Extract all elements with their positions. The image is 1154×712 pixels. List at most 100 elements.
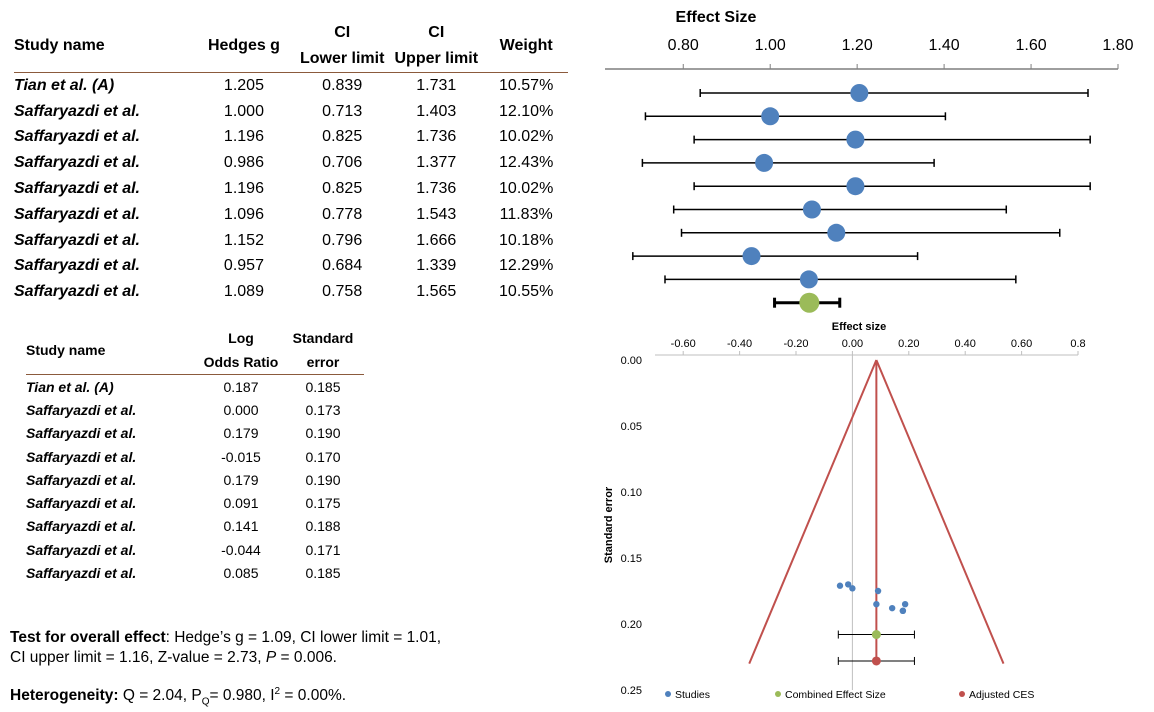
value-cell: 0.684	[322, 257, 363, 275]
x-tick-label: 0.20	[898, 338, 919, 350]
value-cell: 0.957	[223, 257, 264, 275]
x-tick-label: 1.80	[1102, 37, 1133, 54]
study-name-cell: Saffaryazdi et al.	[14, 154, 140, 172]
value-cell: 12.43%	[499, 154, 554, 172]
study-name-cell: Saffaryazdi et al.	[14, 180, 140, 198]
forest-plot: Effect Size 0.80 1.00 1.20 1.40 1.60 1.80	[605, 9, 1134, 313]
study-point	[874, 587, 882, 595]
study-name-cell: Saffaryazdi et al.	[14, 231, 140, 249]
study-point	[901, 601, 909, 608]
heterogeneity-label: Heterogeneity:	[10, 687, 119, 705]
value-cell: 0.000	[223, 401, 259, 418]
y-tick-label: 0.00	[621, 355, 642, 367]
study-point	[742, 247, 761, 266]
i-superscript: 2	[274, 686, 281, 697]
table-row: Saffaryazdi et al. -0.044 0.171	[26, 538, 364, 561]
study-point	[836, 582, 844, 589]
value-cell: 0.185	[305, 378, 341, 395]
value-cell: 12.29%	[499, 257, 554, 275]
x-tick-label: -0.60	[671, 338, 696, 350]
value-cell: 0.141	[223, 518, 259, 535]
study-point	[761, 107, 780, 126]
value-cell: 0.170	[305, 448, 341, 465]
value-cell: 1.096	[223, 205, 264, 223]
log-odds-table: Study name Log Odds Ratio Standard error T…	[26, 326, 364, 585]
table-row: Saffaryazdi et al. 0.000 0.173	[26, 398, 364, 421]
value-cell: 10.55%	[499, 283, 554, 301]
x-tick-label: 0.40	[954, 338, 975, 350]
study-point	[844, 581, 852, 588]
table-row: Saffaryazdi et al. 1.089 0.758 1.565 10.55%	[14, 279, 568, 305]
x-tick-label: 1.40	[929, 37, 960, 54]
column-header: Hedges g	[207, 37, 280, 54]
study-point	[849, 585, 856, 592]
value-cell: 1.731	[416, 76, 457, 94]
x-tick-label: 0.8	[1070, 338, 1085, 350]
table-row: Saffaryazdi et al. 1.096 0.778 1.543 11.83%	[14, 202, 568, 228]
study-name-cell: Saffaryazdi et al.	[26, 541, 137, 558]
study-name-cell: Tian et al. (A)	[14, 76, 115, 94]
table-row: Tian et al. (A) 1.205 0.839 1.731 10.57%	[14, 73, 568, 99]
y-tick-label: 0.10	[621, 487, 642, 499]
legend-label: Studies	[675, 689, 710, 701]
effect-size-table: Study name Hedges g CI Lower limit CI Uppe…	[14, 20, 568, 305]
combined-point	[799, 292, 820, 313]
value-cell: 0.713	[322, 102, 363, 120]
study-name-cell: Saffaryazdi et al.	[26, 448, 137, 465]
value-cell: 0.187	[223, 378, 259, 395]
y-axis-title: Standard error	[603, 486, 615, 563]
value-cell: 0.171	[305, 541, 341, 558]
table-row: Saffaryazdi et al. 1.152 0.796 1.666 10.18%	[14, 228, 568, 254]
value-cell: -0.044	[221, 541, 261, 558]
study-name-cell: Saffaryazdi et al.	[26, 425, 137, 442]
value-cell: 1.205	[223, 76, 264, 94]
column-header: Standard error	[292, 330, 354, 370]
value-cell: 1.196	[223, 180, 264, 198]
funnel-left-line	[748, 359, 878, 664]
x-tick-label: -0.40	[727, 338, 752, 350]
x-axis-title: Effect size	[832, 321, 886, 333]
value-cell: 0.706	[322, 154, 363, 172]
value-cell: 1.377	[416, 154, 457, 172]
value-cell: 0.986	[223, 154, 264, 172]
value-cell: 1.736	[416, 180, 457, 198]
study-point	[802, 200, 821, 219]
adjusted-point	[871, 656, 881, 666]
value-cell: 10.18%	[499, 231, 554, 249]
table-row: Saffaryazdi et al. 0.957 0.684 1.339 12.29%	[14, 254, 568, 280]
overall-effect-text: Test for overall effect: Hedge’s g = 1.0…	[10, 628, 441, 668]
heterogeneity-text: Heterogeneity: Q = 2.04, PQ= 0.980, I2 =…	[10, 682, 346, 712]
study-point	[850, 84, 869, 102]
value-cell: 0.825	[322, 128, 363, 146]
table-row: Saffaryazdi et al. 0.179 0.190	[26, 468, 364, 491]
study-name-cell: Saffaryazdi et al.	[26, 565, 137, 582]
table-row: Saffaryazdi et al. 0.986 0.706 1.377 12.43%	[14, 150, 568, 176]
table-header-row: Study name Log Odds Ratio Standard error	[26, 326, 364, 375]
value-cell: 0.175	[305, 495, 341, 512]
table-row: Saffaryazdi et al. 1.196 0.825 1.736 10.02%	[14, 176, 568, 202]
chart-title: Effect Size	[676, 9, 757, 26]
study-point	[755, 153, 774, 172]
study-point	[846, 130, 865, 149]
table-header-row: Study name Hedges g CI Lower limit CI Uppe…	[14, 20, 568, 73]
value-cell: 0.185	[305, 565, 341, 582]
value-cell: 0.839	[322, 76, 363, 94]
legend-marker	[665, 691, 671, 697]
funnel-right-line	[875, 359, 1005, 664]
value-cell: 12.10%	[499, 102, 554, 120]
overall-effect-label: Test for overall effect	[10, 629, 166, 646]
column-header: Weight	[499, 37, 553, 54]
value-cell: 1.000	[223, 102, 264, 120]
column-header: Study name	[26, 342, 106, 358]
x-tick-label: 1.00	[755, 37, 786, 54]
value-cell: 0.190	[305, 425, 341, 442]
table-row: Saffaryazdi et al. 0.141 0.188	[26, 515, 364, 538]
y-tick-label: 0.05	[621, 421, 642, 433]
study-name-cell: Tian et al. (A)	[26, 378, 114, 395]
value-cell: 0.173	[305, 401, 341, 418]
value-cell: 1.152	[223, 231, 264, 249]
value-cell: 1.565	[416, 283, 457, 301]
value-cell: 1.339	[416, 257, 457, 275]
table-row: Saffaryazdi et al. 0.179 0.190	[26, 422, 364, 445]
column-header: Log Odds Ratio	[203, 330, 279, 370]
